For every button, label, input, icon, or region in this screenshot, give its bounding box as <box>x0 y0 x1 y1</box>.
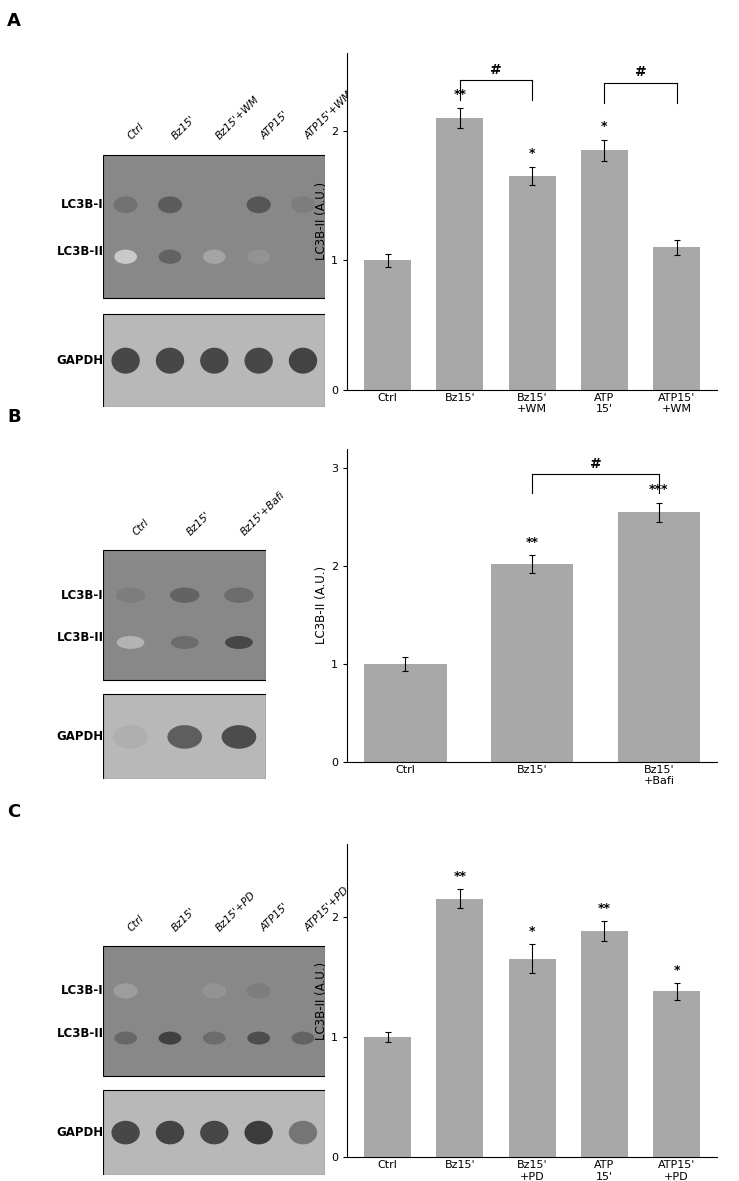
Ellipse shape <box>245 1121 273 1144</box>
Text: LC3B-I: LC3B-I <box>61 984 103 998</box>
Ellipse shape <box>291 983 315 999</box>
Ellipse shape <box>158 983 182 999</box>
Text: ***: *** <box>649 483 669 496</box>
Text: LC3B-II: LC3B-II <box>56 1026 103 1040</box>
Bar <box>436 118 483 390</box>
Bar <box>508 176 556 390</box>
Ellipse shape <box>158 196 182 214</box>
Text: Bz15': Bz15' <box>185 510 212 537</box>
Bar <box>364 1037 411 1157</box>
Ellipse shape <box>156 347 184 373</box>
Bar <box>103 550 266 680</box>
Ellipse shape <box>245 347 273 373</box>
Bar <box>364 664 446 762</box>
Ellipse shape <box>114 196 137 214</box>
Text: GAPDH: GAPDH <box>56 1125 103 1140</box>
Ellipse shape <box>117 635 144 650</box>
Ellipse shape <box>112 1121 140 1144</box>
Ellipse shape <box>116 587 146 602</box>
Y-axis label: LC3B-II (A.U.): LC3B-II (A.U.) <box>316 566 328 645</box>
Text: Bz15'+WM: Bz15'+WM <box>214 94 262 142</box>
Ellipse shape <box>289 1121 317 1144</box>
Text: LC3B-I: LC3B-I <box>61 588 103 602</box>
Bar <box>103 1090 325 1175</box>
Bar <box>103 156 325 299</box>
Text: A: A <box>7 12 21 30</box>
Ellipse shape <box>248 1032 270 1045</box>
Bar <box>103 314 325 407</box>
Ellipse shape <box>247 983 270 999</box>
Ellipse shape <box>292 249 314 263</box>
Text: **: ** <box>598 902 611 915</box>
Ellipse shape <box>203 1032 225 1045</box>
Text: *: * <box>529 925 535 938</box>
Text: *: * <box>529 148 535 161</box>
Text: Ctrl: Ctrl <box>131 517 151 537</box>
Ellipse shape <box>225 635 253 650</box>
Ellipse shape <box>159 1032 181 1045</box>
Text: C: C <box>7 803 21 821</box>
Ellipse shape <box>171 635 199 650</box>
Ellipse shape <box>112 347 140 373</box>
Text: LC3B-II: LC3B-II <box>56 631 103 645</box>
Text: LC3B-I: LC3B-I <box>61 198 103 211</box>
Ellipse shape <box>291 196 315 214</box>
Text: ATP15': ATP15' <box>259 901 290 933</box>
Ellipse shape <box>115 249 137 263</box>
Text: ATP15'+PD: ATP15'+PD <box>303 885 351 933</box>
Bar <box>436 899 483 1157</box>
Text: Bz15'+PD: Bz15'+PD <box>214 889 258 933</box>
Ellipse shape <box>200 347 228 373</box>
Bar <box>508 959 556 1157</box>
Text: Ctrl: Ctrl <box>126 913 146 933</box>
Bar <box>491 565 573 762</box>
Text: **: ** <box>453 87 466 100</box>
Y-axis label: LC3B-II (A.U.): LC3B-II (A.U.) <box>316 961 328 1040</box>
Ellipse shape <box>156 1121 184 1144</box>
Text: ATP15': ATP15' <box>259 110 290 142</box>
Text: Bz15': Bz15' <box>170 906 197 933</box>
Bar <box>653 247 700 390</box>
Text: **: ** <box>525 536 539 549</box>
Bar <box>653 991 700 1157</box>
Ellipse shape <box>203 249 225 263</box>
Bar <box>103 946 325 1076</box>
Text: Ctrl: Ctrl <box>126 122 146 142</box>
Ellipse shape <box>248 249 270 263</box>
Ellipse shape <box>159 249 181 263</box>
Ellipse shape <box>222 725 256 749</box>
Bar <box>581 931 628 1157</box>
Text: #: # <box>590 457 602 471</box>
Bar <box>103 694 266 779</box>
Bar <box>581 150 628 390</box>
Ellipse shape <box>113 725 148 749</box>
Text: LC3B-II: LC3B-II <box>56 244 103 259</box>
Ellipse shape <box>200 1121 228 1144</box>
Text: GAPDH: GAPDH <box>56 730 103 744</box>
Text: **: ** <box>453 869 466 882</box>
Text: *: * <box>673 964 680 977</box>
Bar <box>618 513 700 762</box>
Text: Bz15'+Bafi: Bz15'+Bafi <box>239 490 287 537</box>
Text: B: B <box>7 407 21 425</box>
Ellipse shape <box>168 725 202 749</box>
Ellipse shape <box>202 196 226 214</box>
Text: ATP15'+WM: ATP15'+WM <box>303 90 355 142</box>
Text: #: # <box>635 65 647 79</box>
Text: GAPDH: GAPDH <box>56 354 103 367</box>
Text: *: * <box>601 120 607 133</box>
Ellipse shape <box>170 587 200 602</box>
Ellipse shape <box>289 347 317 373</box>
Ellipse shape <box>114 983 137 999</box>
Ellipse shape <box>115 1032 137 1045</box>
Ellipse shape <box>247 196 270 214</box>
Text: #: # <box>490 63 502 77</box>
Y-axis label: LC3B-II (A.U.): LC3B-II (A.U.) <box>316 182 328 261</box>
Bar <box>364 260 411 390</box>
Ellipse shape <box>292 1032 314 1045</box>
Text: Bz15': Bz15' <box>170 115 197 142</box>
Ellipse shape <box>202 983 226 999</box>
Ellipse shape <box>224 587 253 602</box>
